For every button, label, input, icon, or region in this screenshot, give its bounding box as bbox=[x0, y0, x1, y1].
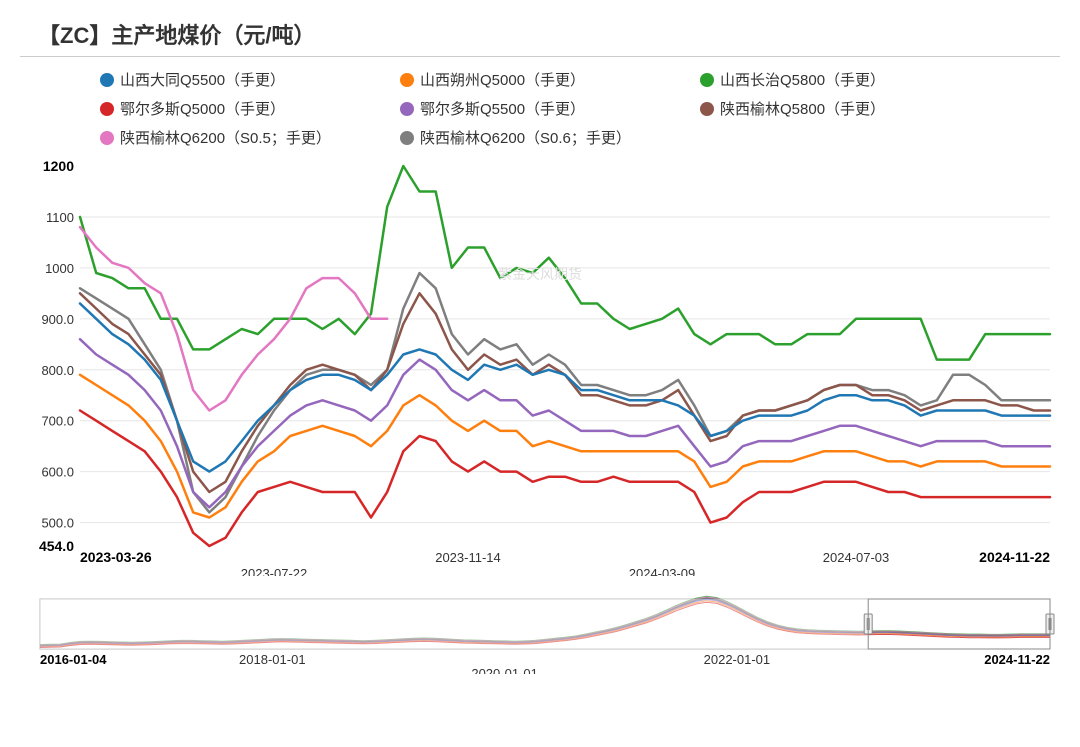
main-chart: 454.0 500.0 600.0 700.0 800.0 900.0 1000 1100 12… bbox=[20, 156, 1060, 576]
svg-text:2023-07-22: 2023-07-22 bbox=[241, 566, 308, 576]
legend-item-s6[interactable]: 陕西榆林Q6200（S0.5；手更） bbox=[100, 123, 400, 152]
svg-text:2020-01-01: 2020-01-01 bbox=[471, 666, 538, 674]
svg-text:800.0: 800.0 bbox=[41, 363, 74, 378]
legend-item-s7[interactable]: 陕西榆林Q6200（S0.6；手更） bbox=[400, 123, 700, 152]
svg-text:2018-01-01: 2018-01-01 bbox=[239, 652, 306, 667]
svg-text:1100: 1100 bbox=[46, 210, 74, 225]
legend-item-s5[interactable]: 陕西榆林Q5800（手更） bbox=[700, 94, 1000, 123]
svg-text:2023-11-14: 2023-11-14 bbox=[435, 550, 501, 565]
svg-text:2024-11-22: 2024-11-22 bbox=[984, 652, 1050, 667]
svg-text:600.0: 600.0 bbox=[41, 465, 74, 480]
legend-label: 陕西榆林Q6200（S0.5；手更） bbox=[120, 127, 331, 148]
legend-item-s1[interactable]: 山西朔州Q5000（手更） bbox=[400, 65, 700, 94]
legend-label: 山西朔州Q5000（手更） bbox=[420, 69, 585, 90]
svg-text:1000: 1000 bbox=[45, 261, 74, 276]
main-chart-container: 紫金天风期货 454.0500.0600.0700.0800.0900.0100… bbox=[20, 156, 1060, 576]
legend: 山西大同Q5500（手更） 山西朔州Q5000（手更） 山西长治Q5800（手更） 鄂… bbox=[20, 65, 1060, 152]
svg-text:2024-11-22: 2024-11-22 bbox=[979, 549, 1050, 565]
range-window[interactable] bbox=[868, 599, 1050, 649]
svg-text:2022-01-01: 2022-01-01 bbox=[704, 652, 771, 667]
legend-label: 陕西榆林Q5800（手更） bbox=[720, 98, 885, 119]
svg-text:2024-07-03: 2024-07-03 bbox=[823, 550, 890, 565]
legend-marker bbox=[100, 131, 114, 145]
legend-marker bbox=[400, 131, 414, 145]
legend-label: 山西长治Q5800（手更） bbox=[720, 69, 885, 90]
svg-text:454.0: 454.0 bbox=[39, 538, 74, 554]
legend-marker bbox=[700, 102, 714, 116]
title-divider bbox=[20, 56, 1060, 57]
legend-marker bbox=[700, 73, 714, 87]
legend-marker bbox=[100, 73, 114, 87]
svg-text:500.0: 500.0 bbox=[41, 516, 74, 531]
svg-text:700.0: 700.0 bbox=[41, 414, 74, 429]
legend-label: 陕西榆林Q6200（S0.6；手更） bbox=[420, 127, 631, 148]
legend-label: 山西大同Q5500（手更） bbox=[120, 69, 285, 90]
page-title: 【ZC】主产地煤价（元/吨） bbox=[38, 18, 1060, 50]
svg-text:1200: 1200 bbox=[43, 158, 74, 174]
range-selector-container[interactable]: 2016-01-04 2018-01-01 2020-01-01 2022-01-01… bbox=[20, 594, 1060, 674]
legend-item-s0[interactable]: 山西大同Q5500（手更） bbox=[100, 65, 400, 94]
legend-label: 鄂尔多斯Q5500（手更） bbox=[420, 98, 585, 119]
legend-marker bbox=[400, 73, 414, 87]
series-s3 bbox=[80, 411, 1050, 547]
svg-text:2024-03-09: 2024-03-09 bbox=[629, 566, 696, 576]
legend-marker bbox=[400, 102, 414, 116]
svg-text:2023-03-26: 2023-03-26 bbox=[80, 549, 152, 565]
legend-item-s3[interactable]: 鄂尔多斯Q5000（手更） bbox=[100, 94, 400, 123]
legend-item-s2[interactable]: 山西长治Q5800（手更） bbox=[700, 65, 1000, 94]
series-s2 bbox=[80, 166, 1050, 360]
svg-text:900.0: 900.0 bbox=[41, 312, 74, 327]
svg-text:2016-01-04: 2016-01-04 bbox=[40, 652, 107, 667]
legend-item-s4[interactable]: 鄂尔多斯Q5500（手更） bbox=[400, 94, 700, 123]
legend-label: 鄂尔多斯Q5000（手更） bbox=[120, 98, 285, 119]
legend-marker bbox=[100, 102, 114, 116]
range-selector-chart[interactable]: 2016-01-04 2018-01-01 2020-01-01 2022-01-01… bbox=[20, 594, 1060, 674]
